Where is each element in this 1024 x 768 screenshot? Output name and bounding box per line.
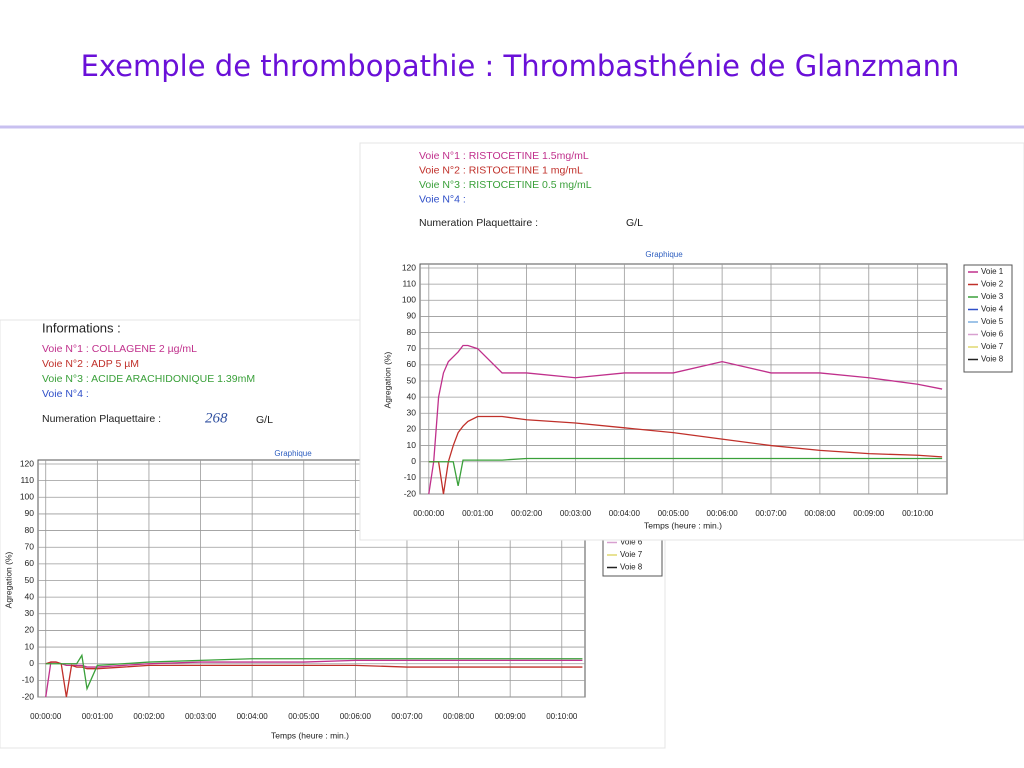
x-tick-label: 00:06:00 [340, 712, 372, 721]
y-tick-label: 30 [407, 408, 417, 418]
condition: Voie N°4 : [42, 388, 89, 400]
count-unit: G/L [626, 217, 643, 229]
slide-title: Exemple de thrombopathie : Thrombasthéni… [81, 49, 960, 83]
x-tick-label: 00:10:00 [902, 509, 934, 518]
y-tick-label: 30 [25, 608, 35, 618]
legend-label: Voie 7 [620, 550, 643, 559]
chart-subtitle: Graphique [645, 250, 683, 259]
legend-label: Voie 8 [620, 563, 643, 572]
condition: Voie N°2 : RISTOCETINE 1 mg/mL [419, 164, 583, 176]
chart-subtitle: Graphique [274, 449, 312, 458]
y-tick-label: -10 [22, 675, 35, 685]
legend-label: Voie 4 [981, 305, 1004, 314]
x-tick-label: 00:08:00 [443, 712, 475, 721]
y-tick-label: 120 [402, 262, 416, 272]
condition: Voie N°2 : ADP 5 µM [42, 358, 139, 370]
x-tick-label: 00:04:00 [237, 712, 269, 721]
count-label: Numeration Plaquettaire : [419, 217, 538, 229]
y-tick-label: 80 [25, 525, 35, 535]
y-tick-label: 50 [25, 575, 35, 585]
x-tick-label: 00:00:00 [30, 712, 62, 721]
y-tick-label: 0 [411, 456, 416, 466]
x-tick-label: 00:03:00 [560, 509, 592, 518]
condition: Voie N°3 : ACIDE ARACHIDONIQUE 1.39mM [42, 373, 255, 385]
y-tick-label: 40 [25, 591, 35, 601]
x-tick-label: 00:02:00 [511, 509, 543, 518]
legend-label: Voie 1 [981, 267, 1004, 276]
legend-label: Voie 2 [981, 280, 1004, 289]
series-line [45, 661, 583, 698]
x-tick-label: 00:07:00 [755, 509, 787, 518]
count-label: Numeration Plaquettaire : [42, 413, 161, 425]
x-tick-label: 00:02:00 [133, 712, 165, 721]
x-tick-label: 00:01:00 [82, 712, 114, 721]
series-line [428, 344, 943, 495]
y-tick-label: 70 [25, 541, 35, 551]
y-tick-label: 10 [407, 440, 417, 450]
y-tick-label: 120 [20, 458, 34, 468]
legend-label: Voie 6 [620, 538, 643, 547]
x-tick-label: 00:04:00 [609, 509, 641, 518]
x-tick-label: 00:01:00 [462, 509, 494, 518]
x-axis-label: Temps (heure : min.) [271, 730, 349, 740]
count-value: 268 [205, 410, 228, 426]
x-tick-label: 00:10:00 [546, 712, 578, 721]
condition: Voie N°1 : RISTOCETINE 1.5mg/mL [419, 150, 589, 162]
legend-label: Voie 3 [981, 292, 1004, 301]
condition: Voie N°1 : COLLAGENE 2 µg/mL [42, 343, 197, 355]
chart-panel: Voie N°1 : RISTOCETINE 1.5mg/mL Voie N°2 … [359, 142, 1024, 541]
y-tick-label: -10 [404, 472, 417, 482]
y-tick-label: 100 [402, 295, 416, 305]
series-line [45, 653, 583, 691]
y-tick-label: 90 [25, 508, 35, 518]
y-tick-label: 110 [402, 278, 416, 288]
legend-label: Voie 8 [981, 355, 1004, 364]
info-title: Informations : [42, 320, 121, 335]
y-tick-label: 70 [407, 343, 417, 353]
y-tick-label: -20 [22, 691, 35, 701]
y-tick-label: 20 [25, 625, 35, 635]
x-tick-label: 00:05:00 [288, 712, 320, 721]
x-tick-label: 00:09:00 [495, 712, 527, 721]
condition: Voie N°3 : RISTOCETINE 0.5 mg/mL [419, 179, 592, 191]
y-tick-label: 60 [407, 359, 417, 369]
count-unit: G/L [256, 414, 273, 426]
y-tick-label: 40 [407, 391, 417, 401]
legend-label: Voie 6 [981, 330, 1004, 339]
y-tick-label: 50 [407, 375, 417, 385]
series-line [428, 415, 943, 495]
x-tick-label: 00:03:00 [185, 712, 217, 721]
y-tick-label: 100 [20, 492, 34, 502]
legend-box [963, 264, 1013, 373]
condition: Voie N°4 : [419, 193, 466, 205]
legend-label: Voie 7 [981, 342, 1004, 351]
x-tick-label: 00:09:00 [853, 509, 885, 518]
series-line [428, 457, 943, 487]
x-tick-label: 00:00:00 [413, 509, 445, 518]
x-tick-label: 00:06:00 [707, 509, 739, 518]
x-axis-label: Temps (heure : min.) [644, 520, 722, 530]
y-tick-label: -20 [404, 488, 417, 498]
y-tick-label: 90 [407, 311, 417, 321]
y-tick-label: 20 [407, 424, 417, 434]
y-tick-label: 0 [29, 658, 34, 668]
y-tick-label: 10 [25, 641, 35, 651]
plot-area [419, 263, 948, 495]
x-tick-label: 00:05:00 [658, 509, 690, 518]
y-tick-label: 80 [407, 327, 417, 337]
x-tick-label: 00:08:00 [804, 509, 836, 518]
legend-label: Voie 5 [981, 317, 1004, 326]
y-axis-label: Agregation (%) [3, 551, 13, 608]
y-axis-label: Agregation (%) [382, 351, 392, 408]
x-tick-label: 00:07:00 [391, 712, 423, 721]
y-tick-label: 60 [25, 558, 35, 568]
y-tick-label: 110 [20, 475, 34, 485]
